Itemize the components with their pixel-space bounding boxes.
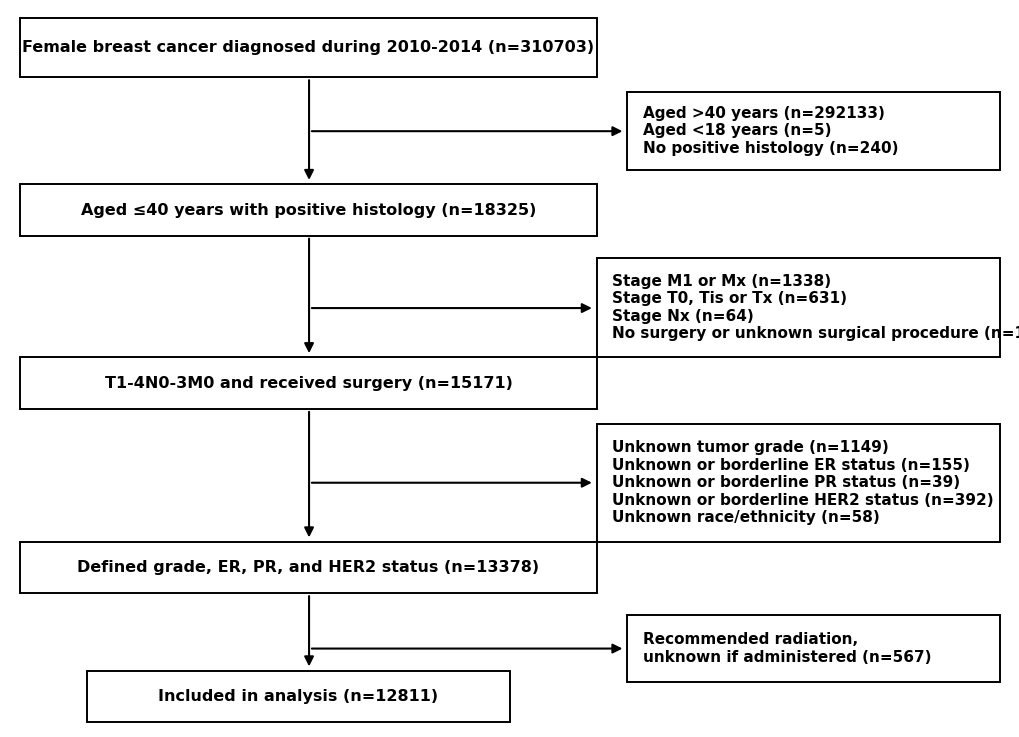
Text: Included in analysis (n=12811): Included in analysis (n=12811) bbox=[158, 689, 438, 704]
Text: Aged >40 years (n=292133)
Aged <18 years (n=5)
No positive histology (n=240): Aged >40 years (n=292133) Aged <18 years… bbox=[642, 106, 897, 156]
FancyBboxPatch shape bbox=[627, 92, 999, 170]
FancyBboxPatch shape bbox=[20, 184, 596, 236]
Text: T1-4N0-3M0 and received surgery (n=15171): T1-4N0-3M0 and received surgery (n=15171… bbox=[105, 376, 512, 391]
FancyBboxPatch shape bbox=[20, 357, 596, 409]
FancyBboxPatch shape bbox=[20, 542, 596, 593]
Text: Unknown tumor grade (n=1149)
Unknown or borderline ER status (n=155)
Unknown or : Unknown tumor grade (n=1149) Unknown or … bbox=[611, 441, 993, 525]
Text: Recommended radiation,
unknown if administered (n=567): Recommended radiation, unknown if admini… bbox=[642, 632, 930, 665]
FancyBboxPatch shape bbox=[627, 615, 999, 682]
Text: Stage M1 or Mx (n=1338)
Stage T0, Tis or Tx (n=631)
Stage Nx (n=64)
No surgery o: Stage M1 or Mx (n=1338) Stage T0, Tis or… bbox=[611, 274, 1019, 341]
FancyBboxPatch shape bbox=[596, 258, 999, 357]
Text: Aged ≤40 years with positive histology (n=18325): Aged ≤40 years with positive histology (… bbox=[81, 203, 536, 217]
FancyBboxPatch shape bbox=[596, 424, 999, 542]
FancyBboxPatch shape bbox=[20, 18, 596, 77]
Text: Defined grade, ER, PR, and HER2 status (n=13378): Defined grade, ER, PR, and HER2 status (… bbox=[77, 560, 539, 575]
Text: Female breast cancer diagnosed during 2010-2014 (n=310703): Female breast cancer diagnosed during 20… bbox=[22, 41, 594, 55]
FancyBboxPatch shape bbox=[87, 671, 510, 722]
